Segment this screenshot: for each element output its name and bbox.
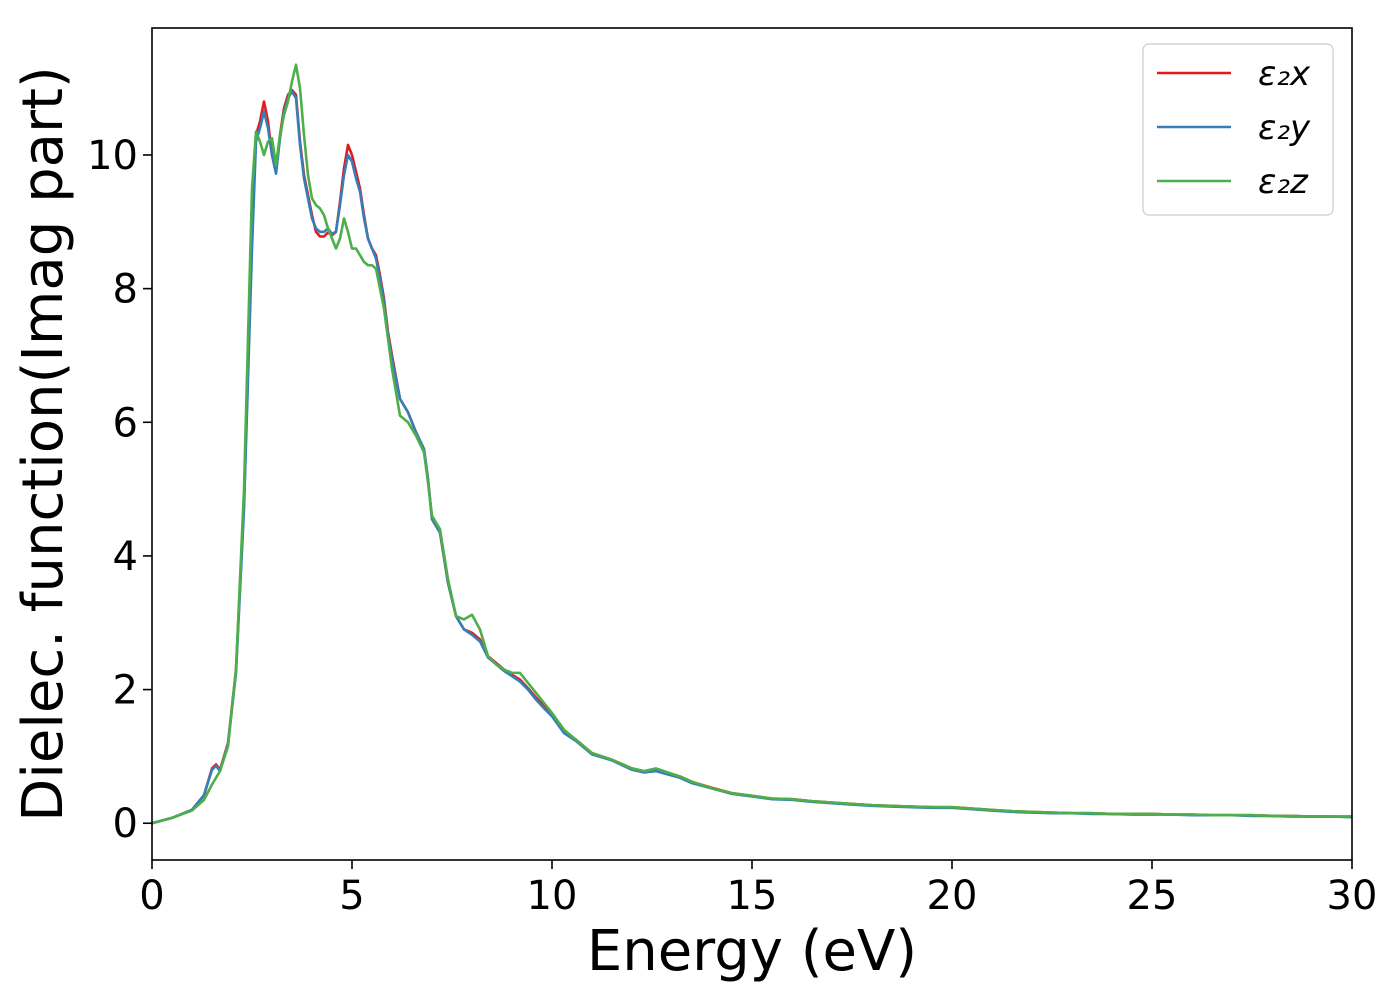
x-tick-label: 30 — [1327, 873, 1378, 919]
y-axis-label: Dielec. function(Imag part) — [11, 66, 76, 822]
series-line-2 — [152, 63, 1352, 825]
x-tick-label: 25 — [1127, 873, 1178, 919]
y-axis-ticks: 0 2 4 6 8 10 — [87, 133, 152, 847]
legend: ε₂x ε₂y ε₂z — [1142, 43, 1334, 216]
y-tick-label: 6 — [113, 400, 138, 446]
legend-frame — [1142, 43, 1334, 216]
series-layer — [152, 63, 1352, 825]
y-tick-label: 4 — [113, 534, 138, 580]
x-axis-ticks: 0 5 10 15 20 25 30 — [139, 860, 1377, 919]
x-tick-label: 0 — [139, 873, 164, 919]
y-tick-label: 0 — [113, 801, 138, 847]
x-axis-label: Energy (eV) — [587, 919, 917, 984]
x-tick-label: 20 — [927, 873, 978, 919]
legend-label-2: ε₂z — [1258, 162, 1309, 202]
legend-label-1: ε₂y — [1258, 108, 1311, 148]
y-tick-label: 8 — [113, 267, 138, 313]
y-tick-label: 10 — [87, 133, 138, 179]
y-tick-label: 2 — [113, 668, 138, 714]
legend-label-0: ε₂x — [1258, 54, 1311, 94]
x-tick-label: 5 — [339, 873, 364, 919]
x-tick-label: 15 — [727, 873, 778, 919]
x-tick-label: 10 — [527, 873, 578, 919]
